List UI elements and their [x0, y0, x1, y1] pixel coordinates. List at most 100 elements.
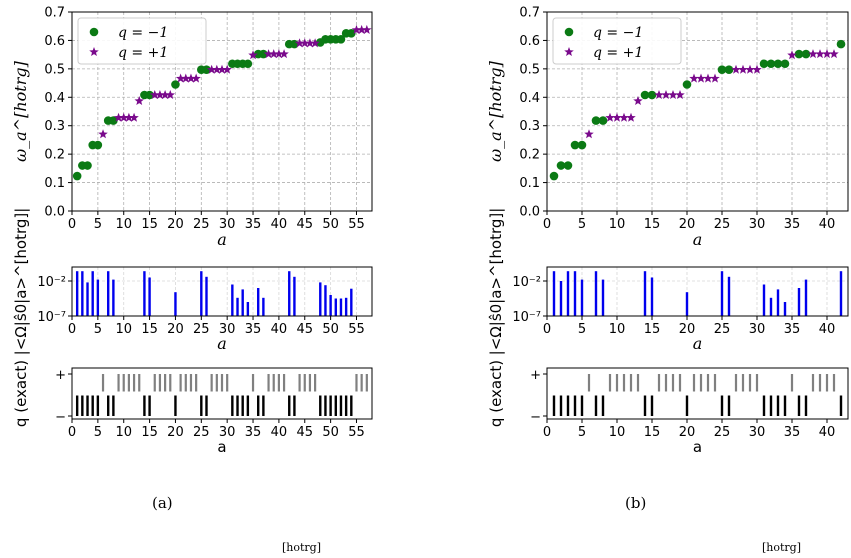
panel-a-scatter-point-qplus	[113, 112, 124, 122]
panel-b-charge-xtick-label: 20	[679, 425, 696, 440]
panel-b-charge-bar-minus	[776, 395, 780, 416]
panel-a-scatter-ytick-label: 0.1	[44, 176, 65, 191]
panel-a-charge-bar-plus	[314, 374, 317, 392]
panel-a-matrix-bar	[107, 271, 110, 316]
panel-a-charge-bar-plus	[360, 374, 363, 392]
panel-a-charge-bar-minus	[112, 395, 115, 416]
panel-b-scatter-point-qplus	[584, 129, 594, 139]
panel-a-charge-bar-minus	[86, 395, 89, 416]
panel-b-scatter-xtick-label: 10	[609, 217, 626, 232]
panel-b-charge-bar-minus	[839, 395, 843, 416]
panel-b-charge-bar-plus	[741, 374, 745, 392]
panel-a-charge-bar-minus	[344, 395, 348, 416]
panel-b-scatter-point-qminus	[549, 171, 559, 181]
panel-a-charge-bar-plus	[277, 374, 280, 392]
panel-b-charge-bar-plus	[706, 374, 710, 392]
panel-b-charge-bar-plus	[664, 374, 668, 392]
panel-a-scatter-point-qplus	[165, 90, 176, 100]
panel-a-charge-bar-minus	[319, 395, 322, 416]
panel-b-matrix-bar	[580, 279, 584, 316]
panel-a-scatter-point-qminus	[171, 80, 180, 89]
panel-a-scatter-point-qminus	[290, 39, 299, 49]
panel-b-scatter-ytick-label: 0.3	[519, 119, 540, 134]
panel-a-scatter-point-qplus	[124, 112, 134, 122]
panel-b-scatter-legend-marker-qminus	[564, 27, 574, 37]
panel-b-matrix-bar	[797, 288, 801, 316]
panel-a-scatter-point-qminus	[72, 171, 82, 181]
panel-b-scatter-ytick-label: 0.7	[519, 6, 540, 21]
panel-a-charge-bar-minus	[96, 395, 100, 416]
panel-a-matrix-bar	[86, 282, 89, 316]
panel-b-charge-bar-plus	[790, 374, 794, 392]
panel-a-charge-bar-minus	[246, 395, 250, 416]
panel-a-scatter-legend-box	[77, 17, 207, 65]
panel-a-matrix-ylabel: |<Ω|ŝ0|a>^[hotrg]|	[12, 208, 30, 356]
panel-a-charge-ytick-label: −	[55, 410, 66, 425]
panel-a-scatter-xtick-label: 40	[271, 217, 288, 232]
panel-a-charge-bar-minus	[107, 395, 110, 416]
panel-a-scatter-point-qminus	[145, 90, 154, 100]
panel-a-scatter-point-qplus	[206, 64, 217, 74]
panel-b-charge-xtick-label: 10	[609, 425, 626, 440]
panel-a-matrix-bar	[112, 279, 115, 316]
panel-b-scatter-ytick-label: 0.2	[519, 148, 540, 163]
panel-b-charge-bar-plus	[811, 374, 815, 392]
panel-a-charge-xtick-label: 50	[322, 425, 339, 440]
panel-a-scatter-point-qplus	[279, 49, 289, 59]
panel-b-charge-bar-plus	[615, 374, 619, 392]
panel-b-scatter-legend-label-qplus: q = +1	[593, 45, 643, 61]
panel-a-charge-bar-plus	[282, 374, 286, 392]
panel-a-matrix-ytick-label: 10⁻²	[37, 275, 66, 290]
panel-b-matrix-bar	[685, 292, 689, 316]
panel-b-scatter-point-qplus	[710, 73, 720, 83]
panel-a-charge-bar-plus	[272, 374, 275, 392]
panel-a-charge-bar-plus	[365, 374, 368, 392]
panel-a-scatter-point-qplus	[181, 73, 191, 83]
panel-b-scatter-point-qminus	[801, 49, 811, 59]
panel-a-matrix-bar	[205, 276, 208, 316]
panel-b-scatter-point-qminus	[556, 161, 566, 170]
panel-a-scatter-point-qminus	[109, 116, 118, 125]
panel-b-charge-bar-minus	[552, 395, 556, 416]
panel-b-scatter-point-qplus	[654, 90, 664, 100]
panel-b-matrix-xtick-label: 25	[714, 322, 731, 337]
panel-b-scatter-legend-marker-qplus	[564, 47, 574, 57]
panel-a-scatter-point-qminus	[202, 65, 211, 75]
panel-a-matrix-bar	[148, 277, 151, 316]
panel-b-charge-ytick-label: −	[530, 410, 541, 425]
panel-a-matrix-bar	[319, 282, 322, 316]
panel-a-scatter-xtick-label: 45	[296, 217, 313, 232]
panel-a-scatter-point-qplus	[274, 49, 284, 59]
panel-b-charge-bar-minus	[762, 395, 766, 416]
panel-b-scatter-point-qplus	[808, 49, 818, 59]
panel-b-scatter-point-qplus	[787, 50, 797, 60]
panel-b-scatter-point-qminus	[766, 59, 776, 69]
panel-a-charge-bar-minus	[75, 395, 79, 416]
panel-a-charge-bar-plus	[164, 374, 167, 392]
panel-a-charge-xtick-label: 5	[94, 425, 102, 440]
panel-a-scatter-point-qplus	[351, 24, 362, 34]
panel-a-matrix-bar	[344, 297, 348, 316]
panel-b-scatter-point-qplus	[675, 90, 685, 100]
panel-b-scatter-point-qminus	[577, 140, 587, 150]
panel-b-scatter-point-qminus	[570, 140, 580, 150]
panel-a-matrix-bar	[75, 271, 79, 316]
panel-a-matrix-ytick-label: 10⁻⁷	[37, 310, 66, 325]
panel-a-matrix-bar	[143, 271, 146, 316]
panel-b-matrix-xtick-label: 15	[644, 322, 661, 337]
panel-a-charge-bar-minus	[174, 395, 177, 416]
panel-b-matrix-ytick-label: 10⁻⁷	[512, 310, 541, 325]
panel-a-scatter-point-qminus	[93, 140, 103, 150]
panel-a-scatter-point-qplus	[118, 112, 129, 122]
panel-b-scatter-point-qplus	[703, 73, 713, 83]
panel-a-charge-xtick-label: 35	[245, 425, 262, 440]
panel-a-charge-bar-minus	[200, 395, 203, 416]
panel-a-charge-bar-plus	[169, 374, 172, 392]
panel-a-scatter-point-qplus	[263, 49, 274, 59]
panel-b-scatter-point-qminus	[836, 39, 846, 49]
panel-a-scatter-point-qplus	[268, 49, 279, 59]
panel-a-matrix-bar	[246, 302, 250, 316]
panel-a-matrix-bar	[257, 288, 260, 316]
panel-b-charge-bar-plus	[825, 374, 829, 392]
